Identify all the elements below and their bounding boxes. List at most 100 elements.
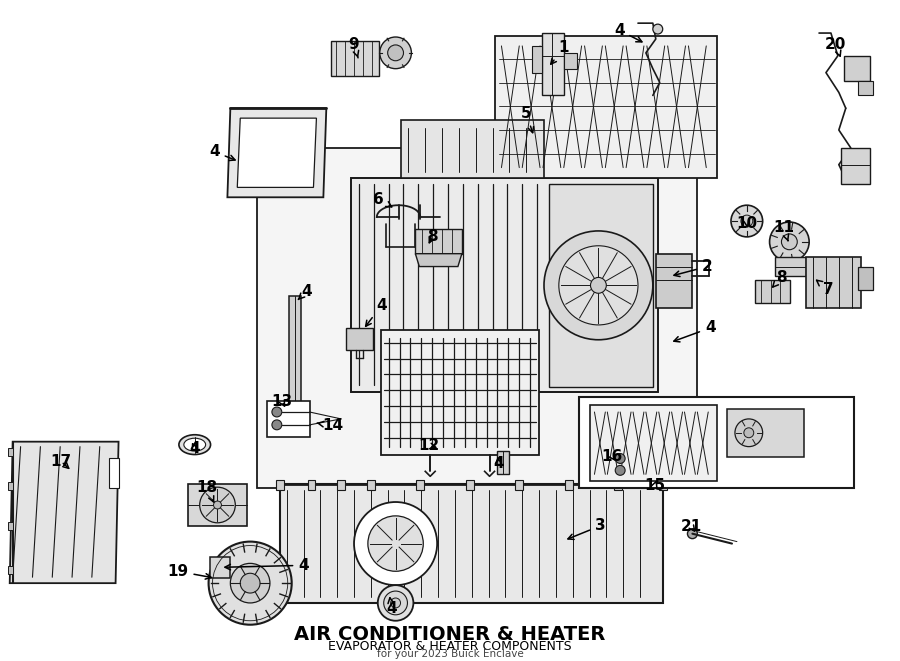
- Polygon shape: [257, 148, 698, 488]
- Polygon shape: [590, 405, 717, 481]
- Text: 4: 4: [225, 558, 309, 573]
- Polygon shape: [727, 409, 805, 457]
- Circle shape: [383, 591, 408, 615]
- Circle shape: [354, 502, 437, 585]
- Circle shape: [230, 563, 270, 603]
- Polygon shape: [844, 56, 870, 81]
- Circle shape: [391, 598, 401, 608]
- Polygon shape: [775, 256, 806, 276]
- Polygon shape: [346, 328, 373, 350]
- Text: 6: 6: [374, 192, 392, 207]
- Polygon shape: [238, 118, 317, 188]
- Polygon shape: [367, 481, 374, 490]
- Text: 8: 8: [427, 229, 437, 245]
- Polygon shape: [417, 481, 424, 490]
- Circle shape: [272, 420, 282, 430]
- Polygon shape: [351, 178, 658, 392]
- Polygon shape: [289, 296, 301, 435]
- Text: 19: 19: [167, 564, 212, 579]
- Text: 4: 4: [614, 22, 642, 42]
- Polygon shape: [308, 481, 315, 490]
- Polygon shape: [841, 148, 870, 184]
- Circle shape: [388, 45, 403, 61]
- Text: 5: 5: [521, 106, 534, 133]
- Circle shape: [616, 453, 625, 463]
- Circle shape: [209, 541, 292, 625]
- Circle shape: [744, 428, 753, 438]
- Ellipse shape: [179, 435, 211, 455]
- Polygon shape: [579, 397, 854, 488]
- Polygon shape: [338, 481, 345, 490]
- Polygon shape: [8, 566, 13, 574]
- Text: 18: 18: [196, 480, 217, 502]
- Text: 3: 3: [568, 518, 606, 539]
- Circle shape: [590, 278, 607, 293]
- Circle shape: [213, 501, 221, 509]
- Polygon shape: [542, 33, 563, 95]
- Polygon shape: [381, 330, 539, 455]
- Polygon shape: [8, 522, 13, 529]
- Polygon shape: [228, 108, 327, 197]
- Text: 4: 4: [209, 144, 235, 161]
- Polygon shape: [210, 557, 230, 578]
- Polygon shape: [416, 229, 462, 254]
- Text: 4: 4: [674, 321, 716, 342]
- Polygon shape: [498, 451, 509, 475]
- Text: 21: 21: [680, 520, 702, 534]
- Polygon shape: [8, 447, 13, 455]
- Circle shape: [544, 231, 652, 340]
- Text: 4: 4: [365, 297, 387, 327]
- Polygon shape: [516, 481, 523, 490]
- Text: 11: 11: [773, 221, 794, 241]
- Circle shape: [378, 585, 413, 621]
- Text: 15: 15: [644, 478, 665, 492]
- Polygon shape: [276, 481, 284, 490]
- Polygon shape: [614, 481, 622, 490]
- Text: 7: 7: [816, 280, 833, 297]
- Polygon shape: [565, 481, 572, 490]
- Polygon shape: [659, 481, 667, 490]
- Polygon shape: [858, 81, 874, 95]
- Circle shape: [240, 573, 260, 593]
- Text: 4: 4: [386, 598, 397, 616]
- Polygon shape: [549, 184, 652, 387]
- Text: 4: 4: [298, 284, 311, 299]
- Polygon shape: [8, 483, 13, 490]
- Polygon shape: [416, 254, 462, 266]
- Polygon shape: [466, 481, 473, 490]
- Circle shape: [781, 234, 797, 250]
- Circle shape: [380, 37, 411, 69]
- Text: 12: 12: [418, 438, 440, 453]
- Circle shape: [741, 215, 752, 227]
- Text: EVAPORATOR & HEATER COMPONENTS: EVAPORATOR & HEATER COMPONENTS: [328, 640, 572, 653]
- Text: for your 2023 Buick Enclave: for your 2023 Buick Enclave: [376, 649, 524, 660]
- Text: 2: 2: [674, 259, 713, 276]
- Text: 20: 20: [825, 38, 847, 56]
- Text: AIR CONDITIONER & HEATER: AIR CONDITIONER & HEATER: [294, 625, 606, 644]
- Polygon shape: [280, 485, 662, 603]
- Ellipse shape: [184, 438, 205, 451]
- Circle shape: [731, 205, 762, 237]
- Text: 8: 8: [773, 270, 787, 287]
- Polygon shape: [331, 41, 379, 75]
- Polygon shape: [188, 485, 248, 525]
- Polygon shape: [656, 254, 692, 308]
- Text: 13: 13: [271, 393, 292, 408]
- Text: 4: 4: [189, 441, 200, 456]
- Polygon shape: [400, 120, 544, 178]
- Polygon shape: [267, 401, 310, 437]
- Text: 16: 16: [601, 449, 623, 464]
- Polygon shape: [10, 442, 119, 583]
- Circle shape: [368, 516, 423, 571]
- Text: 14: 14: [317, 418, 344, 434]
- Circle shape: [735, 419, 762, 447]
- Polygon shape: [806, 256, 860, 308]
- Circle shape: [688, 529, 698, 539]
- Circle shape: [559, 246, 638, 325]
- Polygon shape: [532, 46, 542, 73]
- Circle shape: [272, 407, 282, 417]
- Polygon shape: [109, 459, 119, 488]
- Circle shape: [616, 465, 625, 475]
- Text: 9: 9: [348, 38, 359, 58]
- Text: 4: 4: [493, 456, 504, 471]
